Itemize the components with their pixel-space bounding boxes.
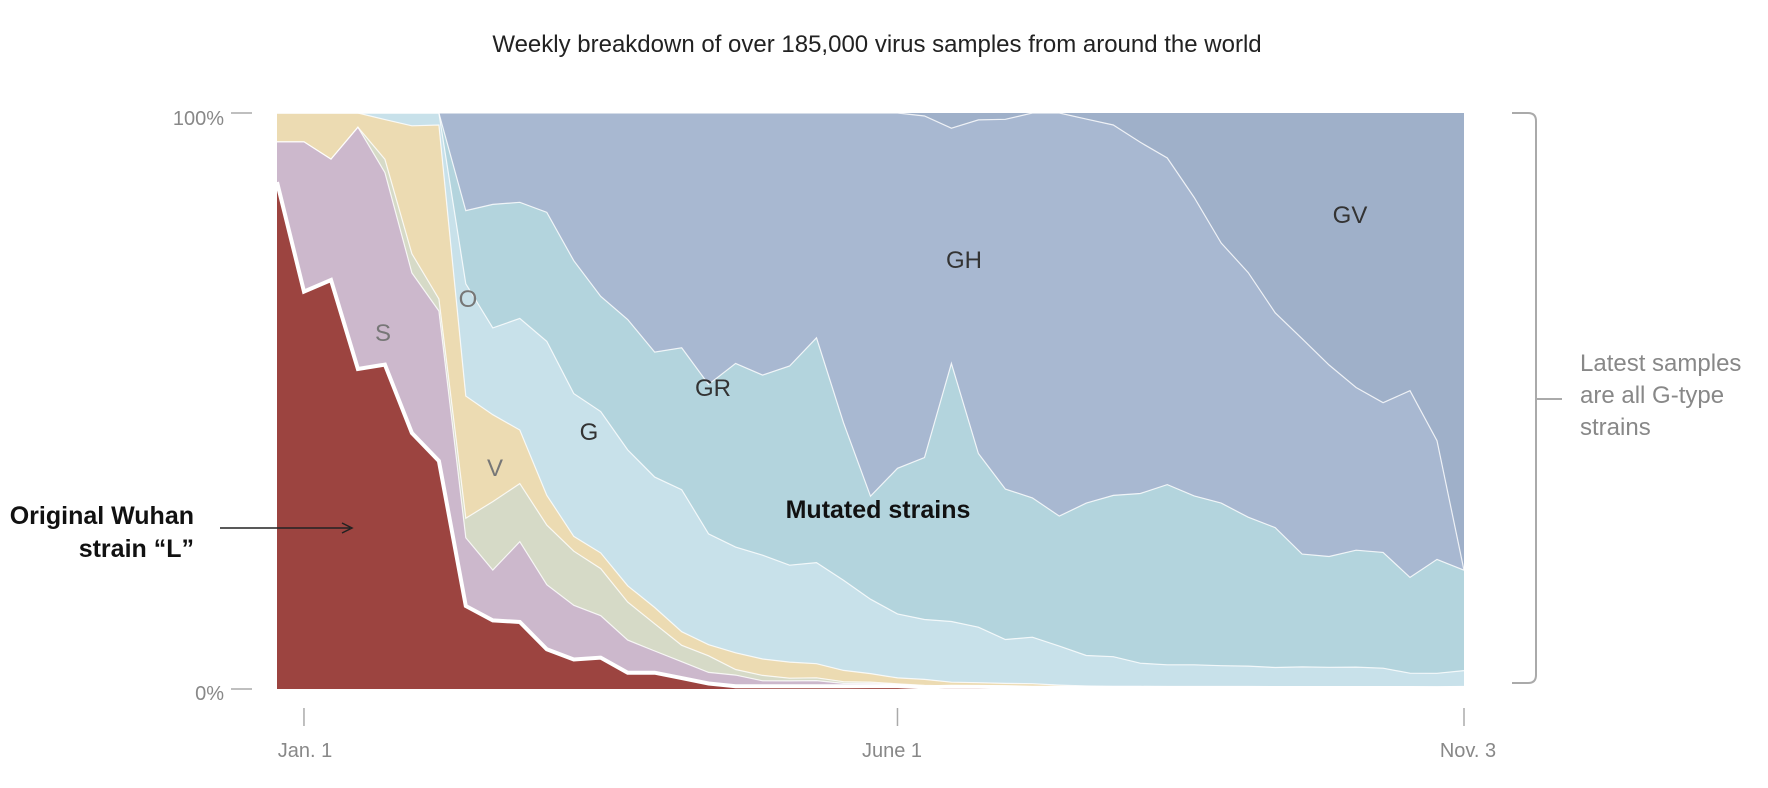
series-label-g: G [580,419,599,446]
area-gv [277,113,1464,571]
annotation-arrow [220,522,354,534]
annotation-mutated: Mutated strains [786,496,971,524]
axis-layer [231,112,1465,726]
area-gr [277,113,1464,674]
x-tick-label-jan: Jan. 1 [278,740,332,762]
area-o [277,113,1464,688]
x-tick-label-nov: Nov. 3 [1440,740,1496,762]
annotation-original-line2: strain “L” [79,535,194,563]
y-tick-label-0: 0% [195,683,224,705]
annotation-latest-line3: strains [1580,414,1651,441]
series-label-gh: GH [946,247,982,274]
series-label-o: O [459,286,478,313]
series-label-gr: GR [695,375,731,402]
area-layer [275,112,1465,691]
y-tick-label-100: 100% [173,108,224,130]
annotation-latest-line1: Latest samples [1580,350,1741,377]
series-boundary-gh [277,112,1465,571]
series-label-gv: GV [1333,202,1368,229]
area-gh [277,113,1464,578]
series-boundary-o [277,112,1465,689]
series-label-s: S [375,320,391,347]
series-boundary-gr [277,112,1465,579]
x-tick-label-june: June 1 [862,740,922,762]
series-boundary-g [277,112,1465,674]
annotation-original-line1: Original Wuhan [10,502,194,530]
area-l [277,182,1464,689]
chart-title: Weekly breakdown of over 185,000 virus s… [492,31,1261,58]
series-label-v: V [487,455,503,482]
annotation-latest-line2: are all G-type [1580,382,1724,409]
bracket [1512,112,1562,684]
area-g [277,113,1464,688]
